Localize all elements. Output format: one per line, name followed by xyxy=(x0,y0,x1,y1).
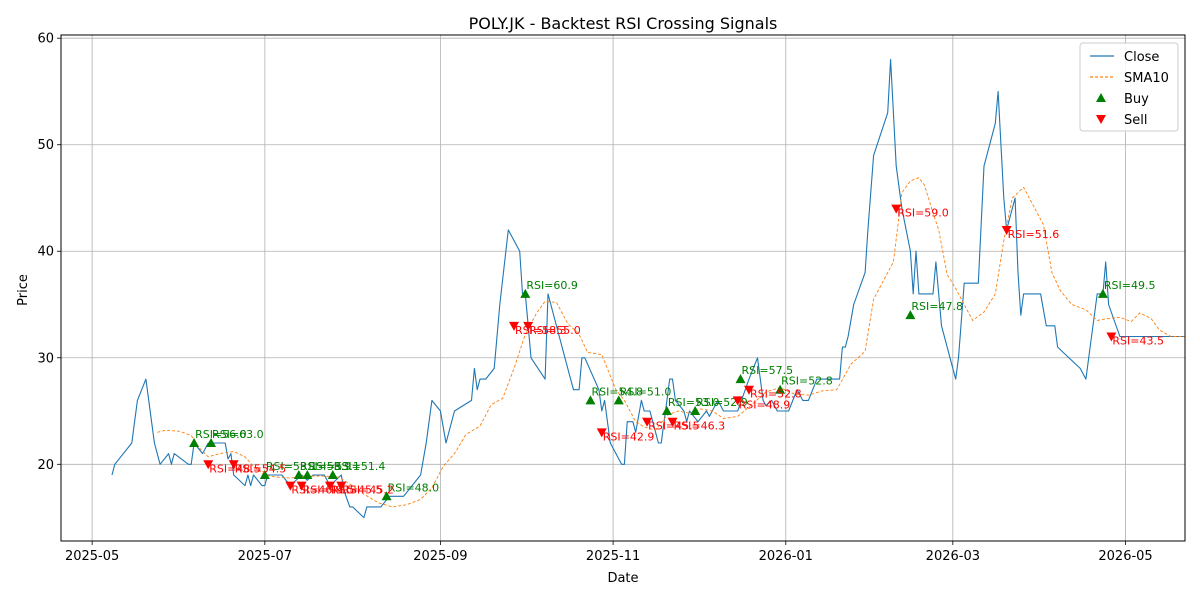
sell-rsi-label: RSI=45.2 xyxy=(342,484,394,497)
sell-marker xyxy=(596,428,607,438)
sell-rsi-label: RSI=54.5 xyxy=(235,462,287,475)
sell-marker xyxy=(228,460,239,470)
x-tick-label: 2026-03 xyxy=(926,549,980,564)
buy-marker xyxy=(1097,288,1108,298)
buy-marker xyxy=(775,384,786,394)
sell-marker xyxy=(743,385,754,395)
legend-close-label: Close xyxy=(1124,50,1159,65)
buy-rsi-label: RSI=49.5 xyxy=(1104,279,1156,292)
x-tick-label: 2026-05 xyxy=(1098,549,1152,564)
buy-marker xyxy=(293,469,304,479)
legend-sell-label: Sell xyxy=(1124,113,1147,128)
buy-rsi-label: RSI=51.0 xyxy=(620,385,672,398)
legend: Close SMA10 Buy Sell xyxy=(1079,42,1179,132)
chart-title: POLY.JK - Backtest RSI Crossing Signals xyxy=(469,14,778,33)
buy-rsi-label: RSI=53.1 xyxy=(308,460,360,473)
buy-rsi-label: RSI=52.8 xyxy=(781,375,833,388)
sell-marker xyxy=(891,204,902,214)
x-tick-label: 2026-01 xyxy=(759,549,813,564)
buy-marker xyxy=(327,469,338,479)
legend-buy-label: Buy xyxy=(1124,92,1149,107)
buy-rsi-label: RSI=53.0 xyxy=(668,396,720,409)
sell-rsi-label: RSI=46.3 xyxy=(674,420,726,433)
buy-marker xyxy=(381,491,392,501)
x-tick-label: 2025-05 xyxy=(65,549,119,564)
x-axis: 2025-05 2025-07 2025-09 2025-11 2026-01 2026-… xyxy=(65,541,1153,564)
x-tick-label: 2025-11 xyxy=(586,549,640,564)
sell-rsi-label: RSI=45.5 xyxy=(648,420,700,433)
buy-marker xyxy=(259,469,270,479)
sell-rsi-label: RSI=43.5 xyxy=(1112,334,1164,347)
grid xyxy=(61,35,1185,541)
legend-sell-marker xyxy=(1096,115,1106,124)
buy-marker xyxy=(735,374,746,384)
sell-rsi-label: RSI=45.5 xyxy=(331,484,383,497)
y-tick-label: 20 xyxy=(37,458,54,473)
buy-rsi-label: RSI=54.8 xyxy=(591,385,643,398)
y-axis-label: Price xyxy=(16,274,31,306)
buy-marker xyxy=(690,406,701,416)
buy-rsi-label: RSI=51.4 xyxy=(334,460,386,473)
sell-rsi-label: RSI=48.9 xyxy=(739,398,791,411)
sell-marker xyxy=(324,481,335,491)
sell-rsi-label: RSI=55.0 xyxy=(529,324,581,337)
buy-marker xyxy=(661,406,672,416)
buy-rsi-label: RSI=56.0 xyxy=(195,428,247,441)
y-tick-label: 50 xyxy=(37,138,54,153)
sell-marker xyxy=(642,417,653,427)
buy-marker xyxy=(613,395,624,405)
buy-rsi-label: RSI=63.0 xyxy=(212,428,264,441)
buy-marker xyxy=(189,437,200,447)
buy-marker xyxy=(520,288,531,298)
y-tick-label: 30 xyxy=(37,351,54,366)
sell-rsi-label: RSI=51.6 xyxy=(1008,228,1060,241)
x-tick-label: 2025-07 xyxy=(238,549,292,564)
sell-marker xyxy=(336,481,347,491)
x-tick-label: 2025-09 xyxy=(413,549,467,564)
buy-marker xyxy=(206,437,217,447)
buy-rsi-label: RSI=57.5 xyxy=(741,364,793,377)
legend-box xyxy=(1079,42,1179,132)
buy-rsi-label: RSI=53.1 xyxy=(266,460,318,473)
sell-marker xyxy=(732,396,743,406)
sell-rsi-label: RSI=59.0 xyxy=(897,207,949,220)
sell-marker xyxy=(1106,332,1117,342)
sell-rsi-label: RSI=52.8 xyxy=(750,388,802,401)
legend-sma-label: SMA10 xyxy=(1124,71,1169,86)
sell-marker xyxy=(203,460,214,470)
buy-marker xyxy=(302,469,313,479)
buy-marker xyxy=(585,395,596,405)
sell-rsi-label: RSI=42.9 xyxy=(603,430,655,443)
sell-rsi-label: RSI=48.5 xyxy=(209,462,261,475)
buy-rsi-label: RSI=53.9 xyxy=(300,460,352,473)
buy-rsi-label: RSI=60.9 xyxy=(526,279,578,292)
x-axis-label: Date xyxy=(607,571,638,586)
close-line xyxy=(111,58,1185,519)
buy-marker xyxy=(905,310,916,320)
sell-marker xyxy=(523,321,534,331)
sell-marker xyxy=(667,417,678,427)
sell-marker xyxy=(1001,225,1012,235)
buy-rsi-label: RSI=48.0 xyxy=(388,481,440,494)
buy-rsi-label: RSI=47.8 xyxy=(911,300,963,313)
sell-marker xyxy=(508,321,519,331)
plot-frame xyxy=(60,34,1186,542)
sell-marker xyxy=(285,481,296,491)
legend-buy-marker xyxy=(1096,93,1106,102)
sell-marker xyxy=(296,481,307,491)
y-tick-label: 40 xyxy=(37,245,54,260)
y-tick-label: 60 xyxy=(37,32,54,47)
y-axis: 20 30 40 50 60 xyxy=(37,32,61,473)
